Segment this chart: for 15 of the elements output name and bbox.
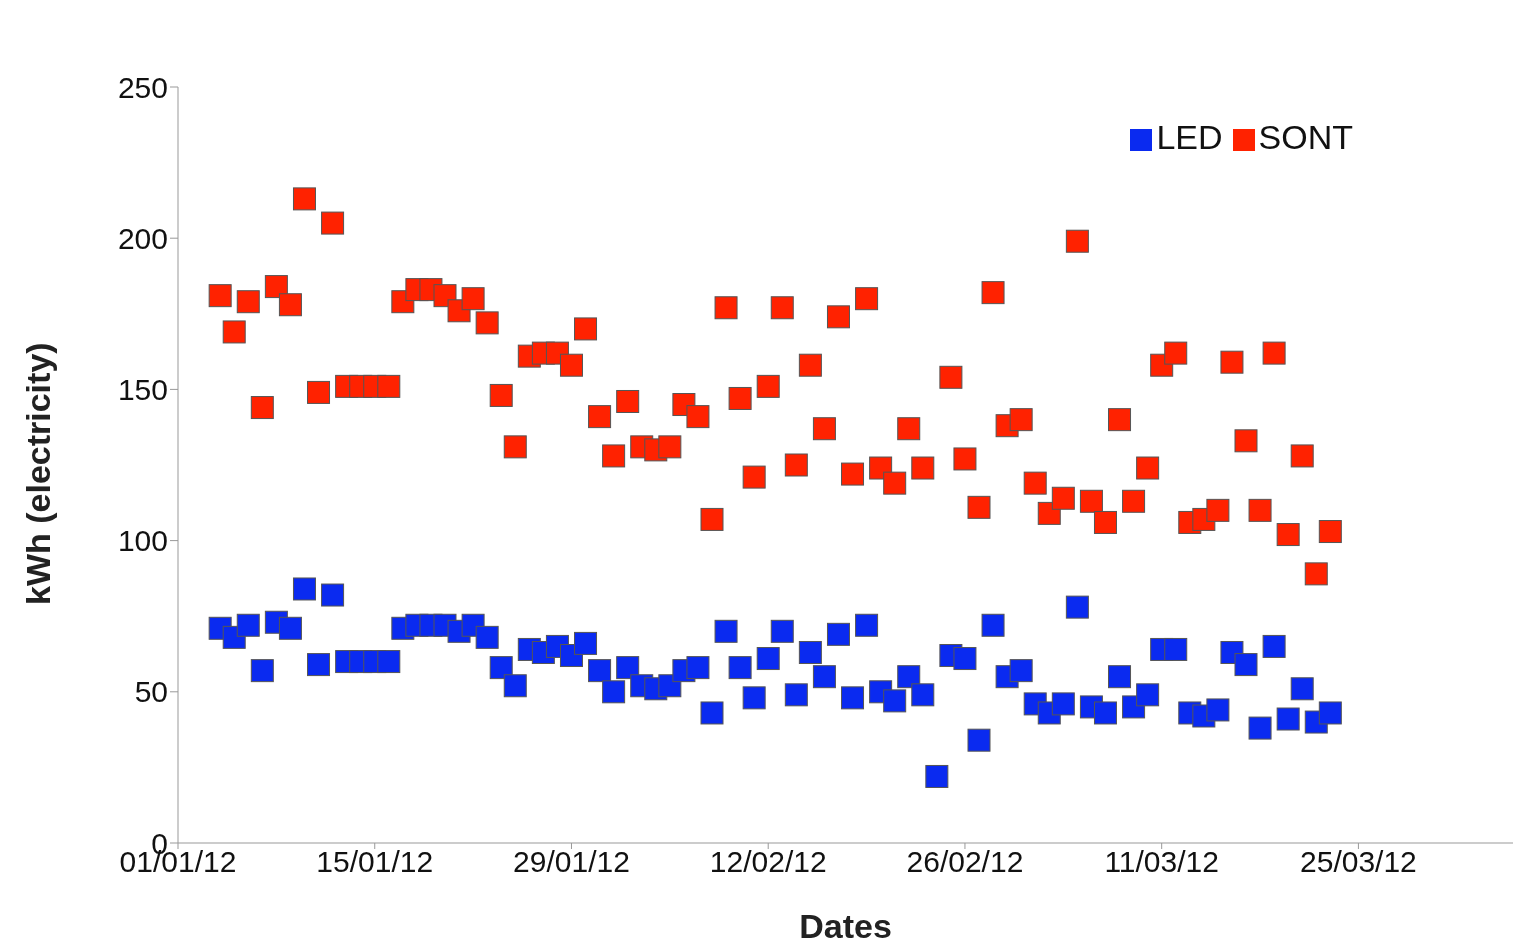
legend-label: SONT [1258,118,1353,156]
y-tick-label: 200 [117,221,168,255]
x-tick-label: 29/01/12 [513,845,630,879]
y-tick-label: 100 [117,524,168,558]
x-axis-title: Dates [799,907,892,945]
x-tick-label: 26/02/12 [906,845,1024,879]
x-tick-label: 12/02/12 [709,845,827,879]
x-tick-label: 15/01/12 [316,845,434,879]
y-tick-label: 250 [117,70,168,104]
y-tick-label: 50 [134,675,168,709]
y-tick-label: 150 [117,373,168,407]
legend-label: LED [1156,118,1223,156]
y-axis-title: kWh (electricity) [19,342,58,605]
x-tick-label: 25/03/12 [1300,845,1417,879]
x-tick-label: 11/03/12 [1104,845,1219,879]
